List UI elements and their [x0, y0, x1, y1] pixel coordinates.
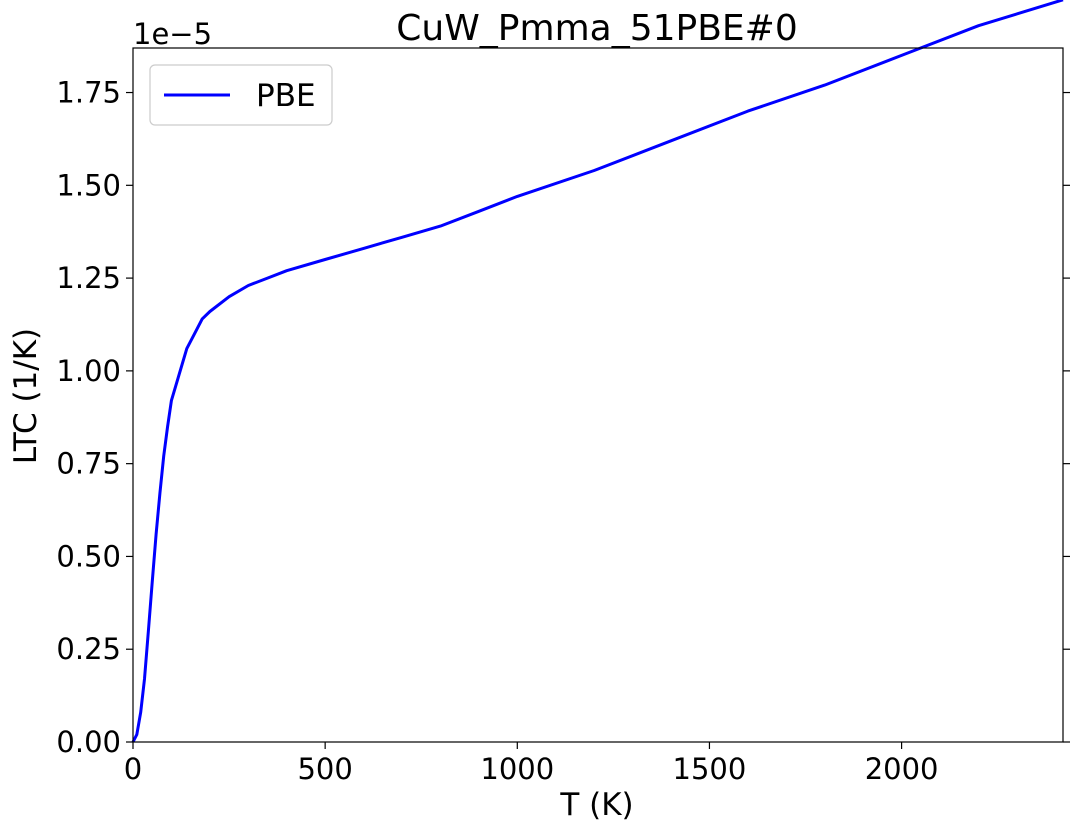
- y-tick-label: 1.25: [56, 261, 121, 295]
- y-tick-label: 1.50: [56, 168, 121, 202]
- plot-area-frame: [132, 47, 1064, 743]
- y-tick-label: 1.00: [56, 354, 121, 388]
- series-line-pbe: [131, 0, 1064, 743]
- y-tick-label: 1.75: [56, 76, 121, 110]
- legend-box: [149, 64, 333, 126]
- x-axis-ticks: 0 500 1000 1500 2000: [124, 742, 939, 786]
- plot-series-layer: [131, 0, 1064, 743]
- y-axis-title: LTC (1/K): [8, 328, 44, 464]
- y-axis-ticks: 0.00 0.25 0.50 0.75 1.00 1.25 1.50 1.75: [56, 76, 1070, 759]
- x-tick-label: 1000: [480, 752, 554, 786]
- legend-label-pbe: PBE: [256, 78, 316, 114]
- x-tick-label: 1500: [673, 752, 747, 786]
- y-tick-label: 0.00: [56, 725, 121, 759]
- y-tick-label: 0.75: [56, 447, 121, 481]
- x-tick-label: 0: [124, 752, 142, 786]
- y-axis-offset-text: 1e−5: [133, 17, 212, 51]
- chart-title: CuW_Pmma_51PBE#0: [396, 8, 797, 49]
- x-tick-label: 500: [297, 752, 352, 786]
- y-tick-label: 0.50: [56, 539, 121, 573]
- x-tick-label: 2000: [865, 752, 939, 786]
- x-axis-title: T (K): [559, 787, 633, 823]
- y-tick-label: 0.25: [56, 632, 121, 666]
- legend: PBE: [149, 64, 333, 126]
